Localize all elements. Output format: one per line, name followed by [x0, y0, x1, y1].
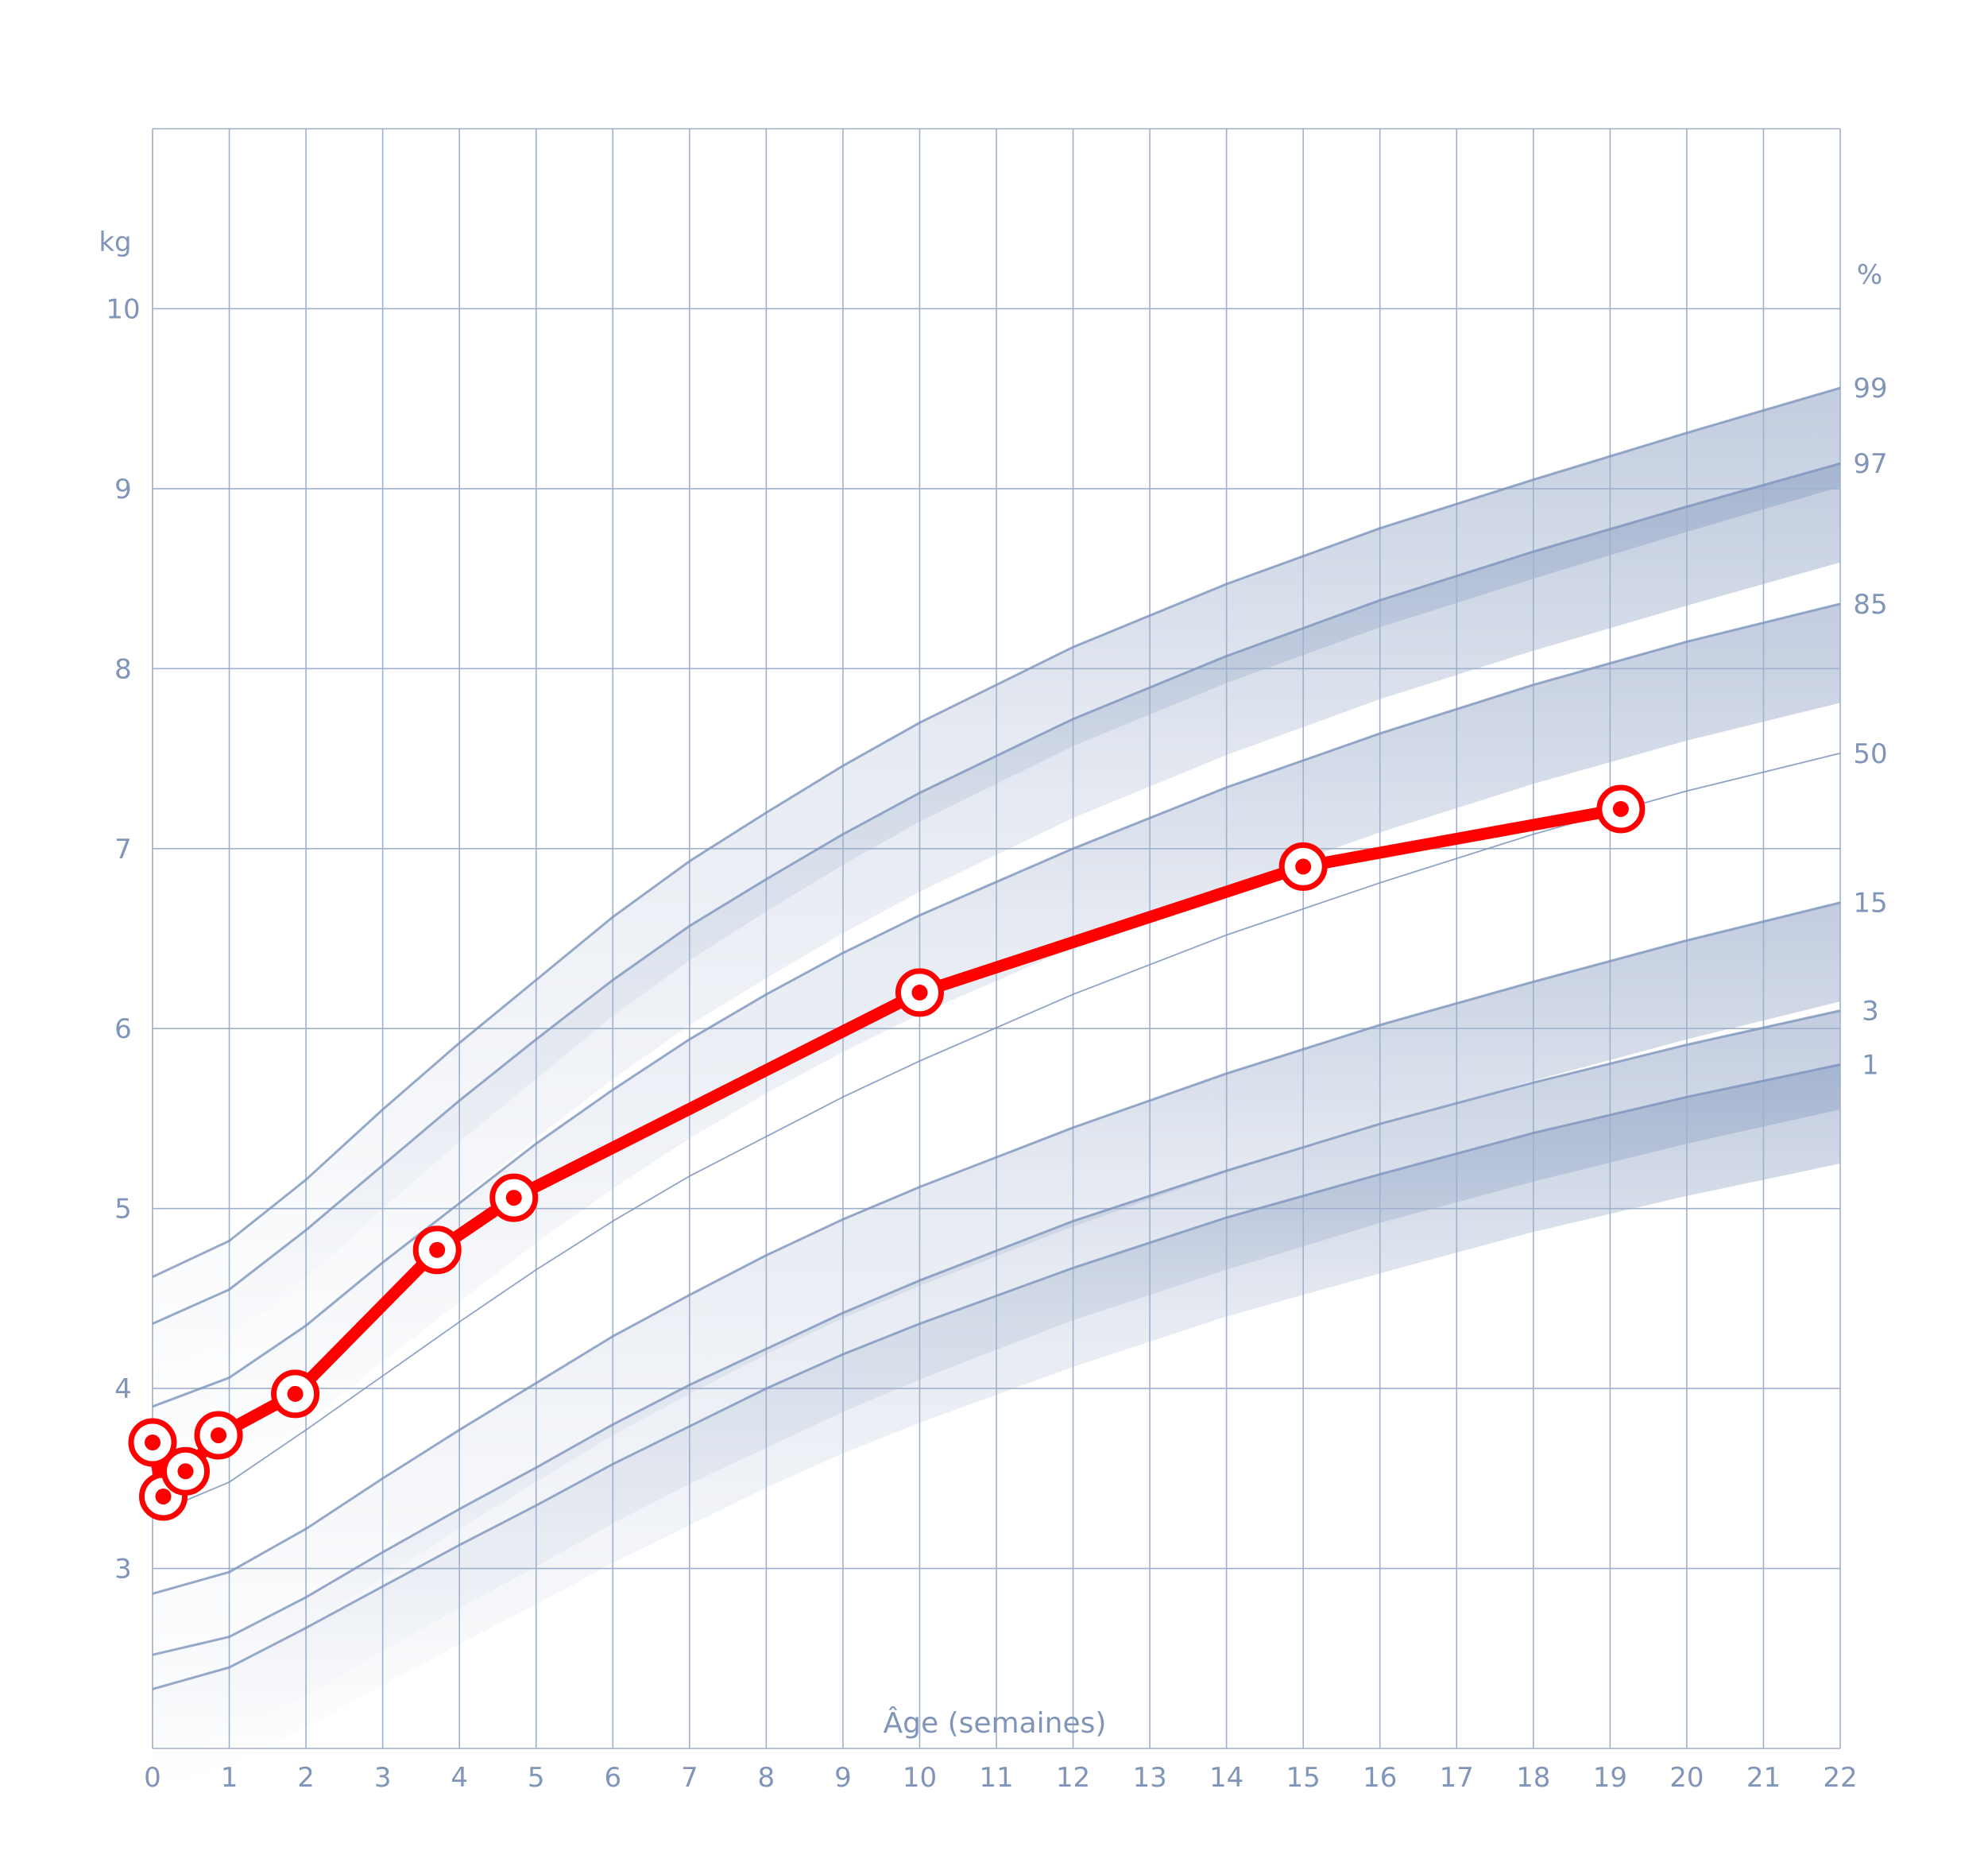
- y-tick-label: 5: [114, 1194, 132, 1225]
- measurement-point: [161, 1446, 211, 1496]
- x-tick-label: 19: [1593, 1762, 1627, 1794]
- x-tick-label: 9: [834, 1762, 852, 1794]
- percentile-line-15: [152, 901, 1841, 1595]
- y-tick-labels: 3 4 5 6 7 8 9 10: [106, 293, 140, 1585]
- percentile-label-85: 85: [1853, 589, 1887, 621]
- x-tick-label: 4: [451, 1762, 468, 1794]
- chart-grid: [152, 128, 1841, 1749]
- percentile-line-1: [152, 1063, 1841, 1690]
- percentile-labels: 99 97 85 50 15 3 1: [1853, 373, 1887, 1081]
- x-tick-label: 15: [1286, 1762, 1321, 1794]
- x-tick-label: 13: [1132, 1762, 1166, 1794]
- percentile-band-85: [153, 603, 1840, 1506]
- y-tick-label: 10: [106, 293, 140, 325]
- percentile-line-3: [152, 1009, 1841, 1656]
- measurement-point: [194, 1411, 243, 1460]
- measurement-point-dot: [1295, 858, 1312, 875]
- x-tick-labels: 0 1 2 3 4 5 6 7 8 9 10 11 12 13 14 15 16 17 18 19 20 21 22: [144, 1762, 1857, 1794]
- y-tick-label: 3: [114, 1554, 132, 1586]
- x-tick-label: 7: [681, 1762, 698, 1794]
- percentile-line-97: [152, 462, 1841, 1325]
- measurement-point: [895, 968, 944, 1017]
- percentile-band-1: [153, 1064, 1840, 1788]
- percentile-label-99: 99: [1853, 373, 1887, 405]
- measurement-point: [271, 1369, 320, 1419]
- percentile-band-97: [153, 463, 1840, 1423]
- measurement-point-dot: [1612, 800, 1629, 817]
- measurement-series: [128, 784, 1646, 1521]
- percentile-label-97: 97: [1853, 448, 1887, 480]
- percentile-label-50: 50: [1853, 738, 1887, 770]
- measurement-point-dot: [505, 1190, 522, 1206]
- x-tick-label: 18: [1516, 1762, 1550, 1794]
- x-tick-label: 1: [221, 1762, 238, 1794]
- measurement-point: [1278, 842, 1328, 891]
- measurement-point-dot: [155, 1488, 172, 1504]
- y-tick-label: 8: [114, 653, 132, 685]
- x-axis-label: Âge (semaines): [884, 1706, 1107, 1740]
- y-tick-label: 6: [114, 1013, 132, 1045]
- x-tick-label: 20: [1669, 1762, 1704, 1794]
- chart-labels: kg % Âge (semaines): [99, 227, 1882, 1740]
- x-tick-label: 21: [1746, 1762, 1781, 1794]
- measurement-point-dot: [145, 1435, 161, 1451]
- percentile-line-85: [152, 602, 1841, 1408]
- percentile-label-15: 15: [1853, 888, 1887, 920]
- measurement-point-dot: [911, 984, 928, 1001]
- y-tick-label: 4: [114, 1373, 132, 1405]
- x-tick-label: 16: [1363, 1762, 1397, 1794]
- x-tick-label: 8: [758, 1762, 775, 1794]
- percent-unit-label: %: [1857, 259, 1882, 291]
- y-tick-label: 7: [114, 834, 132, 865]
- percentile-bands: [153, 388, 1840, 1788]
- x-tick-label: 22: [1823, 1762, 1857, 1794]
- x-tick-label: 14: [1209, 1762, 1243, 1794]
- measurement-point: [489, 1173, 539, 1222]
- y-unit-label: kg: [99, 227, 131, 258]
- x-tick-label: 6: [604, 1762, 621, 1794]
- measurement-point-dot: [287, 1385, 304, 1402]
- x-tick-label: 12: [1056, 1762, 1090, 1794]
- measurement-point: [1596, 784, 1646, 834]
- percentile-lines: [152, 386, 1841, 1690]
- x-tick-label: 0: [144, 1762, 161, 1794]
- percentile-label-1: 1: [1862, 1050, 1879, 1082]
- percentile-label-3: 3: [1862, 996, 1879, 1028]
- percentile-line-99: [152, 386, 1841, 1279]
- measurement-point-dot: [211, 1427, 227, 1443]
- x-tick-label: 2: [297, 1762, 315, 1794]
- x-tick-label: 17: [1440, 1762, 1474, 1794]
- measurement-point-dot: [429, 1241, 446, 1258]
- percentile-band-99: [153, 388, 1840, 1376]
- measurement-point-dot: [177, 1463, 194, 1480]
- percentile-band-15: [153, 902, 1840, 1693]
- x-tick-label: 5: [528, 1762, 545, 1794]
- x-tick-label: 10: [903, 1762, 937, 1794]
- y-tick-label: 9: [114, 474, 132, 505]
- x-tick-label: 11: [979, 1762, 1013, 1794]
- measurement-point: [128, 1418, 177, 1467]
- percentile-line-50: [152, 752, 1841, 1516]
- measurement-point: [412, 1225, 462, 1275]
- x-tick-label: 3: [374, 1762, 392, 1794]
